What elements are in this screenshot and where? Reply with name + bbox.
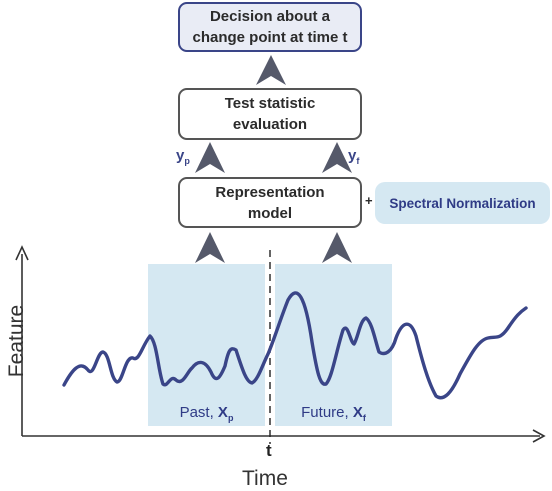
past-window-word: Past, <box>179 404 214 421</box>
arrow-up-icon-decision <box>256 55 286 85</box>
past-output-label: yp <box>176 147 190 166</box>
arrow-up-icon-future-output <box>322 142 352 173</box>
representation-line-1: Representation <box>215 183 325 201</box>
past-window-subscript: p <box>227 413 234 423</box>
test-statistic-line-2: evaluation <box>232 116 308 133</box>
future-window-subscript: f <box>362 413 366 423</box>
past-window-letter: X <box>217 404 228 421</box>
decision-text: Decision about a change point at time t <box>192 6 347 48</box>
y-axis-label: Feature <box>5 304 28 378</box>
past-window-label: Past, Xp <box>148 404 265 423</box>
future-output-letter: y <box>348 147 357 164</box>
future-window <box>275 264 392 426</box>
representation-line-2: model <box>247 204 293 222</box>
future-output-label: yf <box>348 147 359 166</box>
change-point-tick-label: t <box>266 441 272 460</box>
feature-signal-curve <box>62 291 528 400</box>
test-statistic-box: Test statistic evaluation <box>178 88 362 140</box>
arrow-up-icon-past-input <box>195 232 225 263</box>
arrow-up-icon-future-input <box>322 232 352 263</box>
test-statistic-line-1: Test statistic <box>224 95 316 112</box>
past-output-letter: y <box>176 147 185 164</box>
plus-sign: + <box>365 193 373 208</box>
future-window-letter: X <box>352 404 363 421</box>
spectral-normalization-tag: Spectral Normalization <box>375 182 550 224</box>
decision-line-1: Decision about a <box>209 8 330 25</box>
past-window <box>148 264 265 426</box>
test-statistic-text: Test statistic evaluation <box>225 93 316 135</box>
decision-line-2: change point at time t <box>192 29 348 46</box>
representation-text: Representation model <box>215 182 324 224</box>
past-output-subscript: p <box>184 156 190 166</box>
x-axis-label: Time <box>242 467 288 490</box>
x-axis-arrowhead <box>532 429 546 443</box>
future-window-word: Future, <box>301 404 349 421</box>
arrow-up-icon-past-output <box>195 142 225 173</box>
future-output-subscript: f <box>356 156 360 166</box>
decision-box: Decision about a change point at time t <box>178 2 362 52</box>
representation-model-box: Representation model <box>178 177 362 228</box>
y-axis-arrowhead <box>15 245 29 261</box>
future-window-label: Future, Xf <box>275 404 392 423</box>
